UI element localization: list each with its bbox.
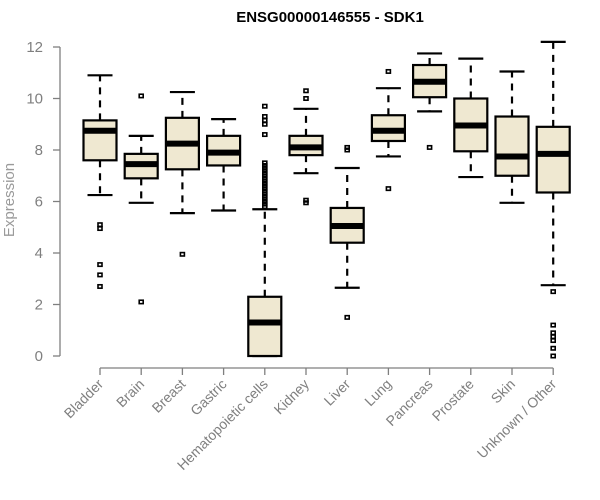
outlier-point (261, 178, 268, 184)
outlier-point (344, 144, 351, 150)
outlier-point (261, 114, 268, 120)
outlier-point (138, 299, 144, 305)
outlier-point (261, 103, 268, 109)
outlier-point (261, 175, 268, 181)
outlier-point (97, 226, 103, 232)
outlier-point (261, 186, 268, 192)
outlier-point (303, 197, 309, 203)
y-tick-label: 8 (35, 142, 43, 159)
y-tick-label: 4 (35, 245, 43, 262)
outlier-point (550, 330, 557, 336)
iqr-box (82, 119, 118, 162)
outlier-point (261, 117, 268, 123)
outlier-point (344, 147, 351, 153)
x-tick-label: Skin (488, 376, 519, 407)
x-tick-label: Bladder (61, 376, 107, 422)
outlier-point (261, 199, 268, 205)
outlier-point (261, 204, 268, 210)
box-prostate (453, 57, 489, 179)
x-tick-label: Liver (321, 376, 354, 409)
outlier-point (550, 353, 557, 359)
outlier-point (97, 262, 103, 268)
outlier-point (261, 188, 268, 194)
y-axis-label: Expression (1, 163, 18, 237)
iqr-box (494, 115, 530, 177)
outlier-point (97, 272, 103, 278)
outlier-point (97, 222, 103, 228)
outlier-point (303, 88, 309, 94)
y-tick-label: 2 (35, 297, 43, 314)
outlier-point (261, 201, 268, 207)
box-kidney (288, 88, 324, 206)
box-liver (329, 144, 365, 320)
outlier-point (550, 338, 557, 344)
box-pancreas (412, 52, 448, 150)
outlier-point (344, 314, 351, 320)
outlier-point (261, 180, 268, 186)
boxes-layer (82, 40, 571, 359)
iqr-box (247, 295, 283, 358)
y-tick-label: 12 (26, 39, 43, 56)
outlier-point (138, 93, 144, 99)
outlier-point (261, 160, 268, 166)
outlier-point (97, 283, 103, 289)
outlier-point (261, 165, 268, 171)
box-unknown-other (535, 40, 571, 359)
y-axis: 0 2 4 6 8 10 12 (26, 39, 61, 365)
box-gastric (206, 117, 242, 212)
box-bladder (82, 74, 118, 289)
outlier-point (261, 183, 268, 189)
outlier-point (261, 132, 268, 138)
outlier-point (550, 345, 557, 351)
outlier-point (550, 289, 557, 295)
y-tick-label: 0 (35, 348, 43, 365)
outlier-point (261, 168, 268, 174)
iqr-box (535, 125, 571, 194)
box-hematopoietic-cells (247, 103, 283, 358)
outlier-point (261, 121, 268, 127)
chart-title: ENSG00000146555 - SDK1 (236, 9, 424, 26)
outlier-point (426, 144, 433, 150)
x-tick-label: Brain (113, 376, 147, 410)
outlier-point (261, 193, 268, 199)
outlier-point (550, 334, 557, 340)
x-tick-label: Lung (361, 376, 394, 409)
outlier-point (303, 200, 309, 206)
box-skin (494, 70, 530, 204)
y-tick-label: 6 (35, 194, 43, 211)
outlier-point (385, 68, 392, 74)
y-tick-label: 10 (26, 91, 43, 108)
outlier-point (261, 173, 268, 179)
x-tick-label: Kidney (271, 376, 313, 418)
outlier-point (179, 251, 186, 257)
box-lung (370, 68, 406, 192)
box-brain (123, 93, 159, 305)
outlier-point (261, 196, 268, 202)
x-tick-label: Prostate (429, 376, 477, 424)
x-tick-label: Breast (149, 376, 189, 416)
outlier-point (550, 322, 557, 328)
box-breast (164, 90, 200, 257)
outlier-point (303, 96, 309, 102)
outlier-point (385, 186, 392, 192)
outlier-point (261, 170, 268, 176)
outlier-point (261, 162, 268, 168)
outlier-point (261, 191, 268, 197)
